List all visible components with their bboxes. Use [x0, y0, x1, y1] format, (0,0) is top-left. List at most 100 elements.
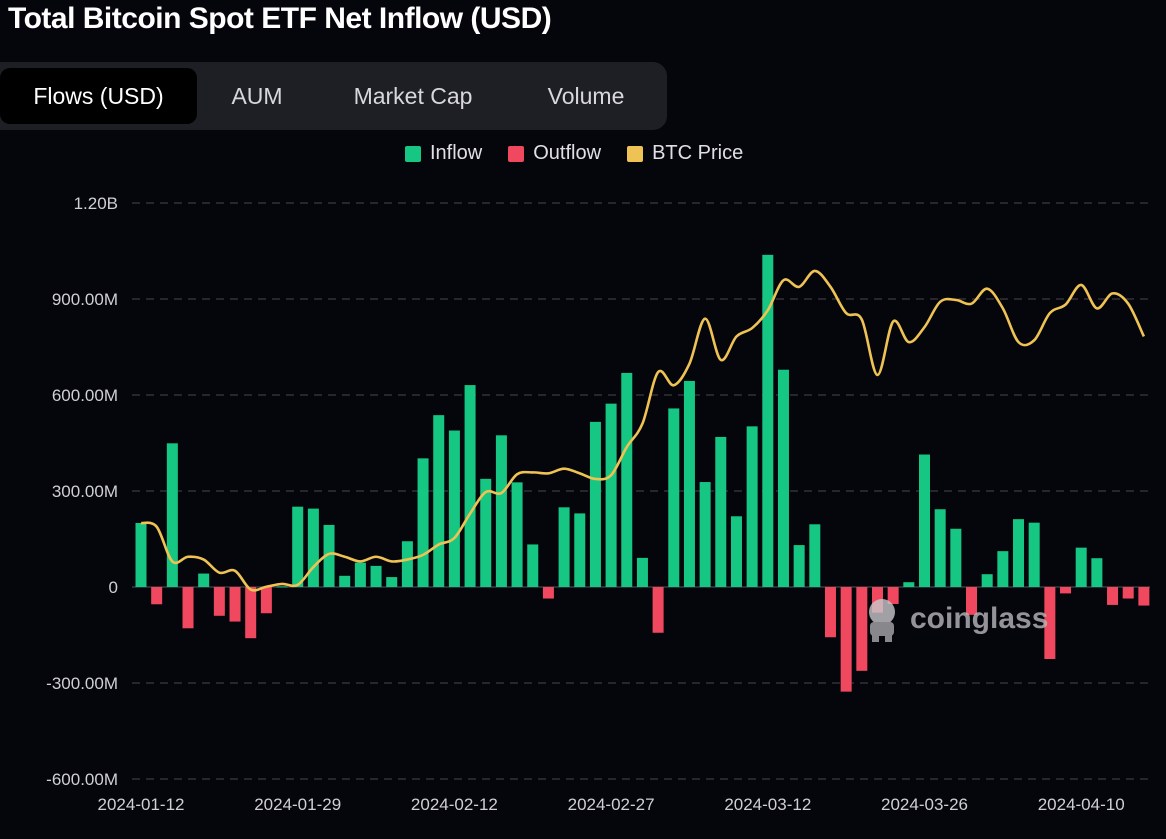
- x-tick-label: 2024-04-10: [1038, 795, 1125, 814]
- inflow-bar: [762, 254, 774, 587]
- outflow-bar: [840, 587, 852, 692]
- y-tick-label: 600.00M: [52, 386, 118, 405]
- outflow-bar: [182, 587, 194, 629]
- outflow-bar: [1122, 587, 1134, 599]
- inflow-bar: [433, 415, 445, 587]
- y-tick-label: -600.00M: [46, 770, 118, 789]
- inflow-bar: [354, 562, 366, 587]
- outflow-bar: [1060, 587, 1072, 594]
- outflow-bar: [542, 587, 554, 599]
- x-tick-label: 2024-02-12: [411, 795, 498, 814]
- inflow-bar: [1091, 558, 1103, 587]
- legend-label: Outflow: [533, 142, 602, 164]
- outflow-bar: [1044, 587, 1056, 659]
- inflow-bar: [934, 509, 946, 587]
- btc-price-line: [140, 269, 1146, 592]
- inflow-bar: [683, 380, 695, 587]
- outflow-bar: [245, 587, 257, 639]
- inflow-bar: [464, 385, 476, 587]
- x-tick-label: 2024-03-12: [724, 795, 811, 814]
- outflow-bar: [213, 587, 225, 616]
- inflow-bar: [605, 403, 617, 587]
- inflow-bar: [511, 482, 523, 587]
- inflow-bar: [307, 508, 319, 587]
- inflow-bar: [1028, 522, 1040, 587]
- inflow-bar: [448, 430, 460, 587]
- inflow-bar: [950, 528, 962, 587]
- inflow-bar: [495, 435, 507, 587]
- legend-inflow[interactable]: Inflow: [405, 142, 482, 165]
- inflow-bar: [919, 454, 930, 587]
- inflow-bar: [370, 565, 382, 587]
- x-tick-label: 2024-01-12: [98, 795, 185, 814]
- x-tick-label: 2024-03-26: [881, 795, 968, 814]
- watermark-text: coinglass: [910, 602, 1049, 635]
- y-tick-label: 300.00M: [52, 482, 118, 501]
- outflow-bar: [260, 587, 272, 614]
- outflow-bar: [856, 587, 868, 671]
- inflow-bar: [386, 577, 398, 587]
- btc-swatch: [627, 145, 644, 162]
- inflow-bar: [480, 478, 492, 587]
- inflow-bar: [339, 575, 351, 587]
- legend-outflow[interactable]: Outflow: [508, 142, 601, 165]
- tab-aum[interactable]: AUM: [231, 83, 283, 109]
- inflow-bar: [730, 516, 742, 587]
- outflow-swatch: [508, 145, 525, 162]
- inflow-bar: [777, 369, 789, 587]
- tab-flows[interactable]: Flows (USD): [0, 68, 197, 124]
- inflow-bar: [997, 551, 1009, 587]
- outflow-bar: [824, 587, 836, 638]
- outflow-bar: [151, 587, 163, 605]
- inflow-bar: [636, 557, 648, 587]
- inflow-bar: [166, 443, 178, 587]
- x-tick-label: 2024-02-27: [568, 795, 655, 814]
- x-tick-label: 2024-01-29: [254, 795, 341, 814]
- inflow-bar: [668, 408, 680, 587]
- y-tick-label: 0: [109, 578, 118, 597]
- inflow-bar: [621, 372, 633, 587]
- inflow-bar: [903, 582, 915, 587]
- outflow-bar: [1138, 587, 1150, 606]
- inflow-bar: [276, 586, 288, 588]
- y-tick-label: 900.00M: [52, 290, 118, 309]
- outflow-bar: [966, 587, 978, 615]
- y-tick-label: 1.20B: [74, 194, 118, 213]
- inflow-bar: [323, 524, 335, 587]
- inflow-bar: [793, 545, 805, 587]
- inflow-bar: [527, 544, 539, 587]
- outflow-bar: [229, 587, 241, 622]
- inflow-bar: [292, 506, 304, 587]
- inflow-bar: [589, 421, 601, 587]
- inflow-bar: [401, 541, 413, 587]
- legend: Inflow Outflow BTC Price: [405, 142, 743, 165]
- outflow-bar: [1107, 587, 1119, 605]
- outflow-bar: [887, 587, 899, 604]
- inflow-bar: [699, 482, 711, 587]
- page-title: Total Bitcoin Spot ETF Net Inflow (USD): [8, 2, 552, 35]
- inflow-bar: [981, 574, 993, 587]
- tab-volume[interactable]: Volume: [547, 83, 625, 109]
- outflow-bar: [871, 587, 883, 613]
- inflow-bar: [558, 507, 570, 587]
- legend-label: Inflow: [430, 142, 483, 164]
- inflow-bar: [135, 523, 147, 587]
- coinglass-watermark: coinglass: [862, 596, 1048, 642]
- inflow-bar: [809, 524, 821, 587]
- coinglass-logo-icon: [869, 599, 895, 642]
- inflow-bar: [1075, 547, 1087, 587]
- tab-bar: Flows (USD) AUM Market Cap Volume: [0, 62, 667, 130]
- legend-btc-price[interactable]: BTC Price: [627, 142, 743, 165]
- inflow-bar: [574, 513, 586, 587]
- inflow-bar: [1013, 519, 1025, 587]
- y-tick-label: -300.00M: [46, 674, 118, 693]
- inflow-swatch: [405, 145, 421, 162]
- legend-label: BTC Price: [652, 142, 744, 164]
- tab-market-cap[interactable]: Market Cap: [353, 83, 473, 109]
- inflow-bar: [715, 436, 727, 587]
- outflow-bar: [652, 587, 664, 633]
- inflow-bar: [746, 426, 758, 587]
- inflow-bar: [417, 458, 429, 587]
- inflow-bar: [198, 573, 210, 587]
